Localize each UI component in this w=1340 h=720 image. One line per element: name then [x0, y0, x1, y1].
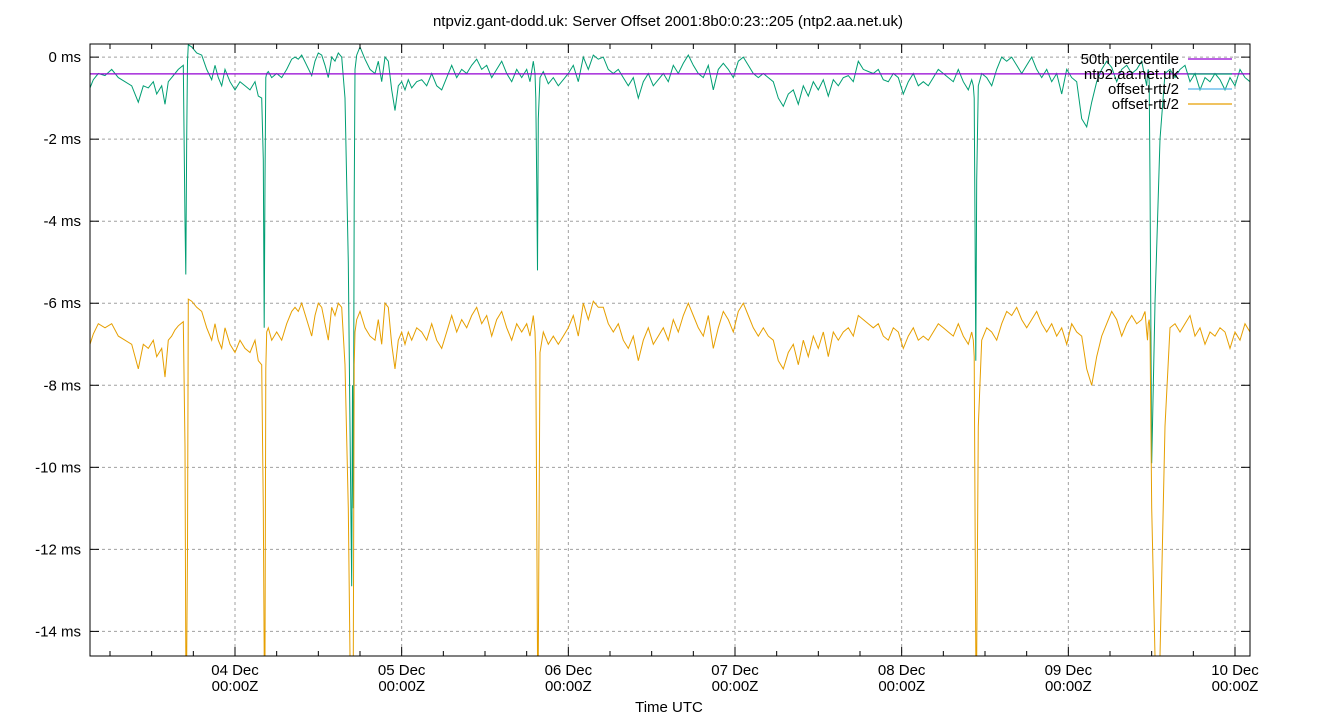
- x-tick-label-time: 00:00Z: [212, 678, 259, 695]
- plot-border: [89, 43, 1251, 657]
- x-axis-label: Time UTC: [635, 699, 703, 716]
- x-tick-label-time: 00:00Z: [545, 678, 592, 695]
- chart-title: ntpviz.gant-dodd.uk: Server Offset 2001:…: [433, 13, 903, 30]
- series-offset-line: [90, 44, 1250, 587]
- x-tick-label-date: 06 Dec: [545, 662, 593, 679]
- x-tick-label-date: 07 Dec: [711, 662, 759, 679]
- series-layer: [90, 44, 1250, 656]
- x-tick-label-time: 00:00Z: [1212, 678, 1259, 695]
- x-tick-label-date: 09 Dec: [1045, 662, 1093, 679]
- y-tick-label: -14 ms: [35, 623, 81, 640]
- legend-label: ntp2.aa.net.uk: [1084, 66, 1180, 83]
- y-tick-label: -2 ms: [44, 131, 82, 148]
- x-tick-label-date: 08 Dec: [878, 662, 926, 679]
- series-offset-minus-rtt-line: [90, 298, 1250, 656]
- y-tick-label: -10 ms: [35, 459, 81, 476]
- legend: 50th percentilentp2.aa.net.ukoffset+rtt/…: [1081, 51, 1232, 113]
- axes: 0 ms -2 ms -4 ms -6 ms -8 ms -10 ms -12 ms -14 …: [35, 43, 1259, 695]
- y-tick-label: -12 ms: [35, 541, 81, 558]
- legend-label: offset+rtt/2: [1108, 81, 1179, 98]
- x-tick-label-time: 00:00Z: [878, 678, 925, 695]
- y-tick-label: -6 ms: [44, 295, 82, 312]
- x-tick-label-time: 00:00Z: [378, 678, 425, 695]
- legend-label: 50th percentile: [1081, 51, 1179, 68]
- x-tick-label-date: 05 Dec: [378, 662, 426, 679]
- y-tick-label: -4 ms: [44, 213, 82, 230]
- grid-lines: [90, 44, 1250, 656]
- x-tick-label-date: 10 Dec: [1211, 662, 1259, 679]
- x-tick-label-time: 00:00Z: [712, 678, 759, 695]
- x-tick-label-time: 00:00Z: [1045, 678, 1092, 695]
- x-tick-label-date: 04 Dec: [211, 662, 259, 679]
- legend-label: offset-rtt/2: [1112, 96, 1179, 113]
- y-tick-label: 0 ms: [48, 49, 81, 66]
- y-tick-label: -8 ms: [44, 377, 82, 394]
